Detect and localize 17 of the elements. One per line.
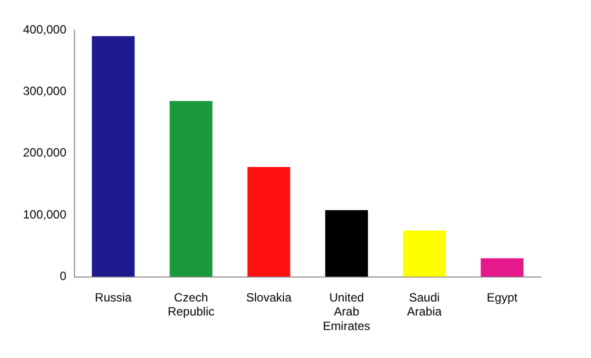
- bar: [247, 166, 290, 277]
- bar: [325, 210, 368, 277]
- x-tick-label: Russia: [94, 290, 132, 304]
- bar: [480, 258, 524, 277]
- x-tick-label: United Arab Emirates: [322, 290, 370, 334]
- bar: [402, 230, 446, 277]
- y-tick-label: 100,000: [22, 207, 67, 222]
- bar: [92, 36, 135, 277]
- x-tick-label: Czech Republic: [168, 290, 214, 319]
- bar: [170, 100, 212, 277]
- y-tick-label: 400,000: [22, 22, 67, 36]
- x-tick-label: Slovakia: [246, 290, 292, 304]
- x-tick-label: Egypt: [486, 290, 518, 304]
- y-tick-label: 300,000: [22, 84, 67, 98]
- y-tick-label: 0: [60, 269, 67, 284]
- x-tick-label: Saudi Arabia: [407, 290, 442, 319]
- y-tick-label: 200,000: [22, 146, 67, 160]
